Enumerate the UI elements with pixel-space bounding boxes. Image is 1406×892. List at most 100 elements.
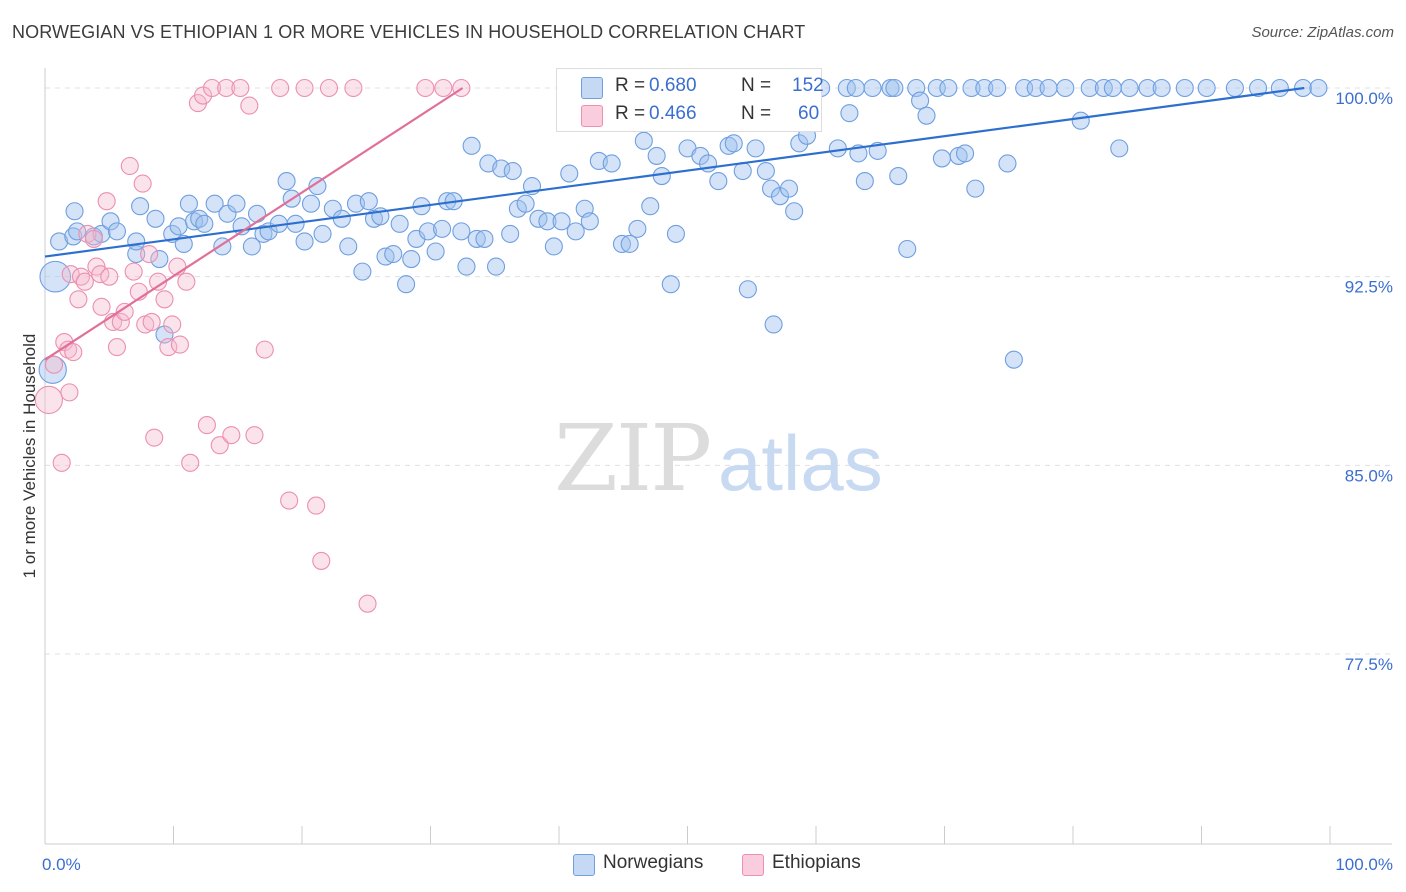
legend-n-value-norwegians: 152 <box>792 75 824 96</box>
norwegian-point <box>195 214 214 233</box>
norwegian-point <box>227 194 246 213</box>
norwegian-point <box>1039 78 1058 98</box>
trend-line-norwegians <box>44 86 1305 258</box>
ethiopian-point <box>92 297 111 316</box>
norwegian-point <box>538 212 557 231</box>
norwegian-point <box>661 275 680 294</box>
y-tick-label: 100.0% <box>1335 89 1393 108</box>
norwegian-point <box>150 250 169 269</box>
norwegian-point <box>205 194 224 213</box>
norwegian-point <box>602 154 621 173</box>
ethiopian-point <box>295 78 314 98</box>
ethiopian-point <box>133 174 152 193</box>
ethiopian-point <box>240 96 259 115</box>
norwegian-point <box>975 78 994 98</box>
norwegian-point <box>359 192 378 211</box>
norwegian-point <box>242 237 261 256</box>
norwegian-point <box>885 78 904 98</box>
norwegian-point <box>956 144 975 163</box>
norwegian-point <box>756 161 775 181</box>
ethiopian-point <box>312 551 331 570</box>
ethiopian-point <box>155 290 174 309</box>
norwegian-point <box>390 214 409 233</box>
ethiopian-point <box>255 340 274 359</box>
norwegian-point <box>560 164 579 183</box>
norwegian-point <box>917 106 936 125</box>
ethiopian-point <box>217 78 236 98</box>
y-axis-label: 1 or more Vehicles in Household <box>20 333 39 579</box>
norwegian-point <box>641 197 660 216</box>
norwegian-point <box>247 204 267 223</box>
ethiopian-point <box>107 338 127 357</box>
ethiopian-point <box>358 594 377 613</box>
watermark: ZIP atlas <box>554 405 883 512</box>
norwegian-point <box>1056 78 1075 98</box>
norwegian-point <box>174 234 193 254</box>
norwegian-point <box>1152 78 1171 98</box>
y-tick-label: 77.5% <box>1345 655 1393 674</box>
ethiopian-point <box>69 290 88 309</box>
norwegian-point <box>939 78 958 98</box>
norwegian-point <box>384 244 403 264</box>
norwegian-point <box>1225 78 1244 98</box>
norwegian-point <box>855 172 874 191</box>
norwegian-point <box>988 78 1007 98</box>
norwegian-point <box>634 131 653 150</box>
norwegian-point <box>1026 78 1045 98</box>
ethiopian-point <box>111 312 130 331</box>
tick-labels: 100.0% 92.5% 85.0% 77.5% 0.0% 100.0% <box>42 89 1393 874</box>
bottom-legend-swatch-ethiopians <box>742 854 764 876</box>
x-tick-label: 0.0% <box>42 855 81 874</box>
ethiopian-point <box>52 453 71 472</box>
norwegian-point <box>764 315 783 334</box>
ethiopian-point <box>142 312 161 331</box>
ethiopian-point <box>115 302 134 321</box>
norwegian-point <box>146 209 165 228</box>
norwegian-point <box>652 166 671 186</box>
norwegian-point <box>179 194 198 213</box>
norwegian-point <box>998 154 1017 173</box>
ethiopian-point <box>344 78 363 98</box>
norwegian-point <box>544 237 563 256</box>
norwegian-point <box>738 280 757 299</box>
ethiopian-point <box>197 416 216 435</box>
ethiopian-point <box>170 335 189 354</box>
ethiopian-point <box>231 78 250 98</box>
ethiopian-point <box>120 156 139 176</box>
norwegian-point <box>1103 78 1122 98</box>
norwegian-point <box>503 161 522 181</box>
norwegian-point <box>452 222 471 241</box>
watermark-zip: ZIP <box>554 405 710 512</box>
ethiopian-point <box>280 491 299 510</box>
ethiopian-point <box>416 78 435 98</box>
norwegian-point <box>101 212 120 231</box>
norwegian-point <box>353 262 372 281</box>
norwegian-point <box>339 237 358 256</box>
ethiopian-point <box>64 343 83 362</box>
norwegian-point <box>580 212 599 231</box>
ethiopian-point <box>97 192 116 211</box>
norwegian-point <box>127 232 146 251</box>
norwegian-point <box>402 250 421 269</box>
norwegian-point <box>828 139 847 158</box>
stats-legend: R = 0.680 N = 152 R = 0.466 N = 60 <box>556 68 824 132</box>
axes <box>44 68 1392 845</box>
norwegian-point <box>733 161 752 181</box>
norwegian-point <box>1248 78 1268 98</box>
norwegian-point <box>475 229 494 248</box>
legend-r-value-ethiopians: 0.466 <box>649 103 697 124</box>
norwegian-point <box>552 212 571 231</box>
legend-n-label: N = <box>741 75 772 96</box>
ethiopian-point <box>271 78 290 98</box>
norwegian-point <box>863 78 882 98</box>
ethiopian-point <box>61 265 80 284</box>
norwegian-point <box>218 204 237 223</box>
norwegian-point <box>790 134 809 153</box>
ethiopian-point <box>100 267 119 286</box>
norwegian-point <box>911 91 930 110</box>
bottom-legend-label-norwegians: Norwegians <box>603 852 704 873</box>
y-tick-label: 92.5% <box>1345 278 1393 297</box>
legend-r-label: R = <box>615 75 646 96</box>
norwegian-point <box>666 224 685 243</box>
